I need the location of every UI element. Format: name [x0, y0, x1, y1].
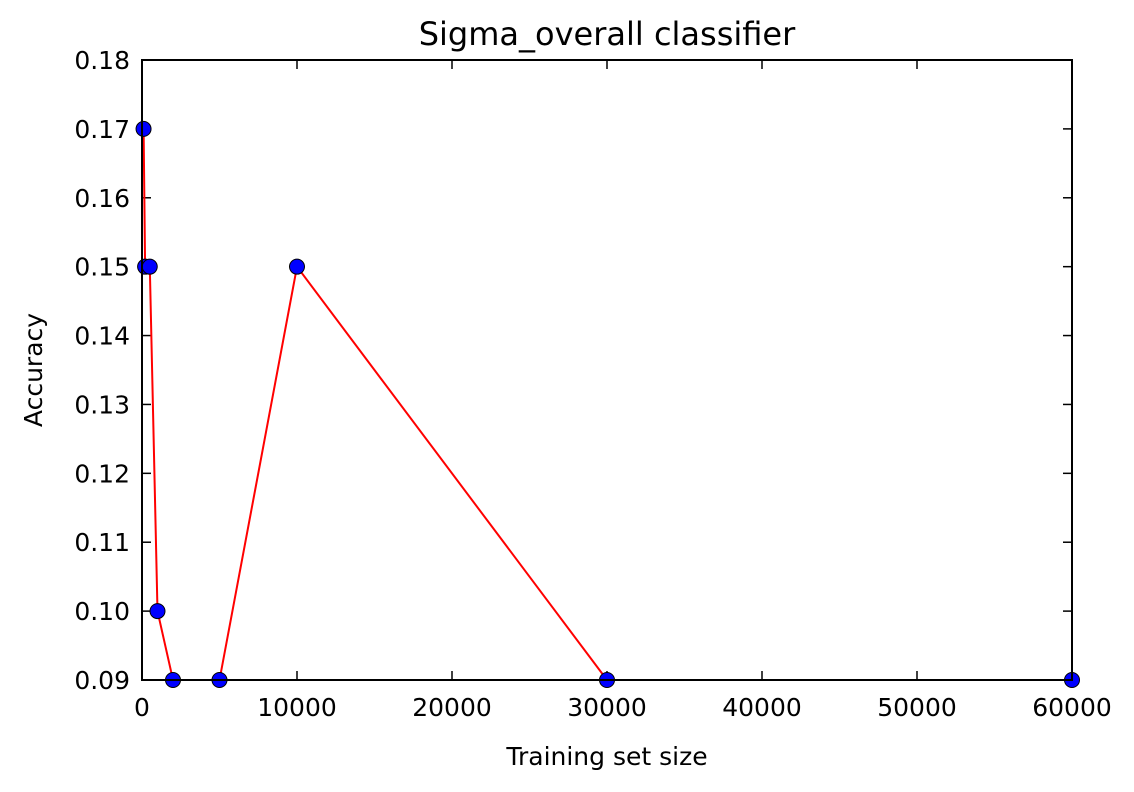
series-line: [142, 128, 1072, 681]
x-tick-label: 30000: [567, 693, 647, 722]
x-axis-ticks: 0 10000 20000 30000 40000 50000 60000: [134, 60, 1112, 722]
y-tick-label: 0.18: [74, 46, 130, 75]
chart-title: Sigma_overall classifier: [419, 15, 796, 53]
y-axis-label: Accuracy: [19, 313, 48, 427]
x-axis-label: Training set size: [505, 742, 707, 771]
y-tick-label: 0.15: [74, 253, 130, 282]
plot-frame: [141, 59, 1073, 681]
y-tick-label: 0.16: [74, 184, 130, 213]
data-point: [289, 258, 305, 275]
y-tick-label: 0.17: [74, 115, 130, 144]
y-axis-ticks: 0.09 0.10 0.11 0.12 0.13 0.14 0.15 0.16 0.17 0.18: [74, 46, 1072, 695]
x-tick-label: 0: [134, 693, 150, 722]
data-point: [141, 258, 158, 275]
y-tick-label: 0.10: [74, 597, 130, 626]
x-tick-label: 40000: [722, 693, 802, 722]
x-tick-label: 20000: [412, 693, 492, 722]
data-point: [149, 603, 166, 620]
y-tick-label: 0.12: [74, 459, 130, 488]
data-point: [135, 120, 152, 137]
x-tick-label: 50000: [877, 693, 957, 722]
plot-series: [135, 120, 1080, 688]
y-tick-label: 0.09: [74, 666, 130, 695]
y-tick-label: 0.14: [74, 322, 130, 351]
x-tick-label: 10000: [257, 693, 337, 722]
x-tick-label: 60000: [1032, 693, 1112, 722]
y-tick-label: 0.13: [74, 390, 130, 419]
y-tick-label: 0.11: [74, 528, 130, 557]
